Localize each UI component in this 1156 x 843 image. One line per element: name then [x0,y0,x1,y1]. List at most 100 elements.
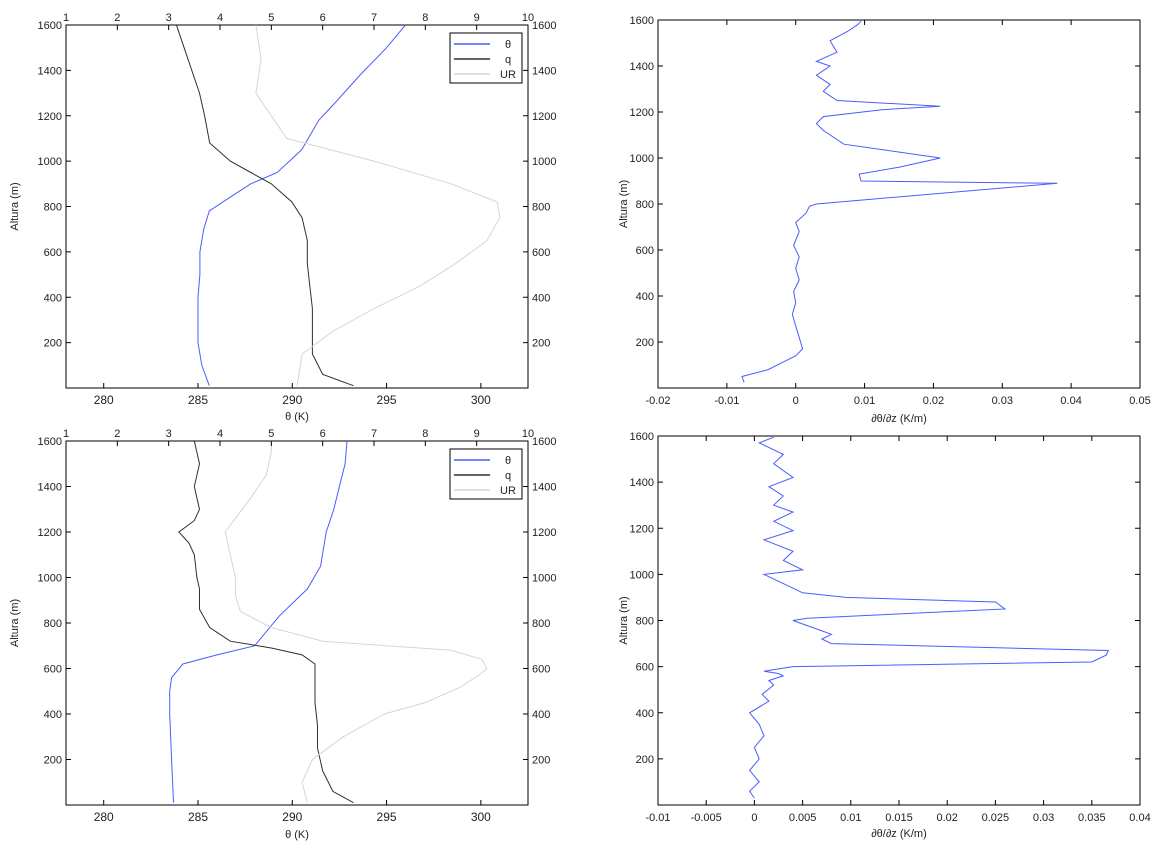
series-line-gradient [748,436,1109,799]
x-tick-label: 0.005 [789,812,817,824]
x-axis-title: θ (K) [285,829,309,841]
x-tick-label: 295 [377,393,397,407]
y-tick-label: 400 [636,291,654,303]
x2-tick-label: 2 [114,12,120,24]
y-tick-label: 200 [44,338,62,350]
x-tick-label: 290 [282,393,302,407]
x-axis-title: θ (K) [285,411,309,423]
x2-tick-label: 4 [217,12,223,24]
x-tick-label: 300 [471,393,491,407]
x2-tick-label: 6 [320,12,326,24]
x2-tick-label: 8 [422,428,428,440]
x-tick-label: 0.025 [982,812,1010,824]
series-group [748,436,1109,799]
plot-frame [657,19,1141,389]
y-axis-title: Altura (m) [618,596,630,644]
chart-theta-q-ur-bottom: 200 400 600 800 1000 1200 1400 1600 200 400 600 800… [9,428,556,841]
y2-tick-label: 1400 [532,482,556,494]
y-tick-label: 1400 [38,65,62,77]
x-tick-label: 0.035 [1078,812,1106,824]
y-tick-label: 1600 [38,20,62,32]
x-tick-label: 285 [188,810,208,824]
y-tick-label: 1200 [38,527,62,539]
y-tick-label: 1400 [630,477,654,489]
x-tick-label: 0.03 [992,395,1013,407]
y-tick-label: 800 [44,618,62,630]
y2-tick-label: 600 [532,247,550,259]
x2-tick-label: 2 [114,428,120,440]
y2-tick-label: 200 [532,755,550,767]
x2-tick-label: 3 [166,12,172,24]
x2-tick-label: 7 [371,12,377,24]
plot-frame [65,24,529,389]
legend-label: θ [505,455,511,467]
y2-tick-label: 400 [532,292,550,304]
x-tick-label: 280 [94,393,114,407]
series-line-theta [197,25,406,386]
y-tick-label: 1200 [38,111,62,123]
y-tick-label: 1200 [630,107,654,119]
y2-tick-label: 1600 [532,20,556,32]
x-tick-label: 0.02 [936,812,957,824]
y2-tick-label: 600 [532,664,550,676]
y2-tick-label: 1000 [532,156,556,168]
y-tick-label: 1400 [38,482,62,494]
y-tick-label: 400 [636,708,654,720]
x2-tick-label: 9 [474,428,480,440]
y-tick-label: 400 [44,709,62,721]
y2-tick-label: 800 [532,202,550,214]
x-tick-label: 285 [188,393,208,407]
x-axis-title: ∂θ/∂z (K/m) [871,413,926,425]
legend-label: q [505,54,511,66]
x-tick-label: 0.05 [1129,395,1150,407]
x-tick-label: 0.02 [923,395,944,407]
y-tick-label: 600 [44,664,62,676]
x2-tick-label: 10 [522,428,534,440]
x-tick-label: 0.015 [885,812,913,824]
y-axis-title: Altura (m) [9,182,21,230]
y-axis-title: Altura (m) [618,180,630,228]
x-tick-label: 0.01 [854,395,875,407]
x-tick-label: -0.005 [691,812,722,824]
y2-tick-label: 1000 [532,573,556,585]
x2-tick-label: 1 [63,428,69,440]
chart-gradient-bottom: 200 400 600 800 1000 1200 1400 1600 -0.01 -0.005 0… [618,431,1151,840]
series-line-gradient [741,20,1058,383]
y-tick-label: 600 [44,247,62,259]
x-tick-label: -0.01 [645,812,670,824]
y-tick-label: 600 [636,245,654,257]
plot-frame [657,435,1141,806]
x2-tick-label: 5 [268,428,274,440]
y-tick-label: 1200 [630,523,654,535]
x-tick-label: 0.03 [1033,812,1054,824]
y-tick-label: 200 [636,337,654,349]
series-group [741,20,1058,383]
series-line-q [178,441,354,804]
series-line-ur [224,441,488,803]
series-group [169,441,488,804]
x-tick-label: 0.01 [840,812,861,824]
y-tick-label: 1000 [38,573,62,585]
x2-tick-label: 4 [217,428,223,440]
x-tick-label: 0.04 [1060,395,1081,407]
series-line-q [175,25,354,387]
y-tick-label: 1600 [630,15,654,27]
x-tick-label: -0.02 [645,395,670,407]
y2-tick-label: 1400 [532,65,556,77]
y2-tick-label: 200 [532,338,550,350]
y-tick-label: 800 [44,202,62,214]
y-tick-label: 1600 [630,431,654,443]
series-group [175,25,501,387]
y-tick-label: 200 [44,755,62,767]
legend-label: θ [505,39,511,51]
y-tick-label: 1400 [630,61,654,73]
y-tick-label: 800 [636,616,654,628]
x-tick-label: 280 [94,810,114,824]
x-tick-label: 295 [377,810,397,824]
y2-tick-label: 1600 [532,436,556,448]
x2-tick-label: 1 [63,12,69,24]
y-tick-label: 1000 [630,153,654,165]
chart-gradient-top: 200 400 600 800 1000 1200 1400 1600 -0.02 -0.01 0 0… [618,15,1151,425]
x-tick-label: 0 [793,395,799,407]
